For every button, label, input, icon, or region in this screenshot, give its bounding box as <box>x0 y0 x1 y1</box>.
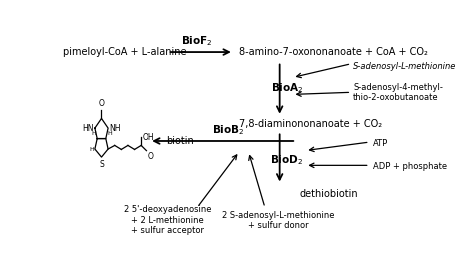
Text: 8-amino-7-oxononanoate + CoA + CO₂: 8-amino-7-oxononanoate + CoA + CO₂ <box>239 47 428 57</box>
Text: BioF$_2$: BioF$_2$ <box>181 35 213 48</box>
Text: BioB$_2$: BioB$_2$ <box>212 123 245 137</box>
Text: S-adenosyl-L-methionine: S-adenosyl-L-methionine <box>353 62 456 72</box>
Text: H: H <box>89 147 94 152</box>
Text: 2 S-adenosyl-L-methionine
+ sulfur donor: 2 S-adenosyl-L-methionine + sulfur donor <box>221 211 334 230</box>
Text: HN: HN <box>82 124 93 133</box>
Text: S-adenosyl-4-methyl-
thio-2-oxobutanoate: S-adenosyl-4-methyl- thio-2-oxobutanoate <box>353 82 443 102</box>
Text: 2 5'-deoxyadenosine
+ 2 L-methionine
+ sulfur acceptor: 2 5'-deoxyadenosine + 2 L-methionine + s… <box>124 205 211 235</box>
Text: ADP + phosphate: ADP + phosphate <box>374 162 447 171</box>
Text: dethiobiotin: dethiobiotin <box>300 189 358 199</box>
Text: biotin: biotin <box>166 136 193 146</box>
Text: O: O <box>99 99 104 108</box>
Text: O: O <box>147 152 153 161</box>
Text: 7,8-diaminononanoate + CO₂: 7,8-diaminononanoate + CO₂ <box>239 119 383 129</box>
Text: BioA$_2$: BioA$_2$ <box>271 81 303 95</box>
Text: BioD$_2$: BioD$_2$ <box>271 153 303 167</box>
Text: pimeloyl-CoA + L-alanine: pimeloyl-CoA + L-alanine <box>63 47 186 57</box>
Text: S: S <box>99 160 104 169</box>
Text: NH: NH <box>109 124 121 133</box>
Text: H: H <box>107 131 112 136</box>
Text: OH: OH <box>143 133 154 142</box>
Text: H: H <box>91 131 96 136</box>
Text: ATP: ATP <box>374 139 389 148</box>
